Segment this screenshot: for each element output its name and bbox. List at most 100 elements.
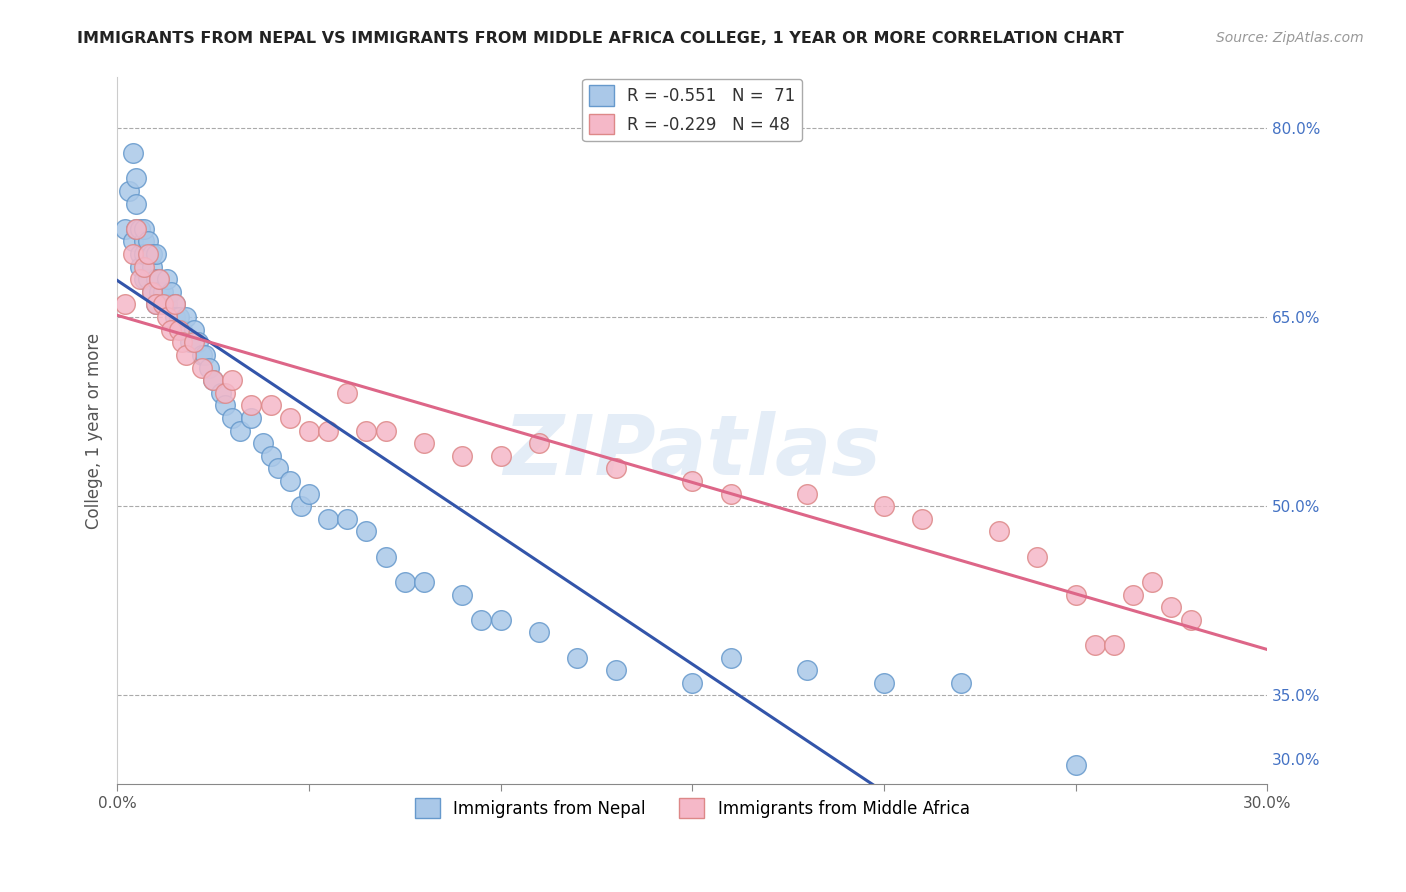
Point <box>129 272 152 286</box>
Point <box>221 411 243 425</box>
Point <box>336 512 359 526</box>
Point <box>136 247 159 261</box>
Point <box>1160 600 1182 615</box>
Point <box>125 221 148 235</box>
Point <box>252 436 274 450</box>
Point <box>412 574 434 589</box>
Point <box>163 297 186 311</box>
Point <box>567 650 589 665</box>
Point <box>316 512 339 526</box>
Point <box>470 613 492 627</box>
Point <box>125 171 148 186</box>
Point <box>988 524 1011 539</box>
Point <box>132 272 155 286</box>
Point <box>174 348 197 362</box>
Point <box>132 235 155 249</box>
Point <box>949 676 972 690</box>
Point <box>1142 574 1164 589</box>
Point <box>183 323 205 337</box>
Point <box>172 335 194 350</box>
Point <box>156 297 179 311</box>
Point <box>290 500 312 514</box>
Point <box>873 676 896 690</box>
Point <box>148 272 170 286</box>
Point <box>145 297 167 311</box>
Point <box>1064 588 1087 602</box>
Point <box>141 260 163 274</box>
Point <box>681 474 703 488</box>
Point <box>374 549 396 564</box>
Point <box>114 221 136 235</box>
Text: Source: ZipAtlas.com: Source: ZipAtlas.com <box>1216 31 1364 45</box>
Point <box>167 310 190 324</box>
Point <box>873 500 896 514</box>
Point <box>129 221 152 235</box>
Point <box>1064 757 1087 772</box>
Point <box>1084 638 1107 652</box>
Point <box>489 449 512 463</box>
Y-axis label: College, 1 year or more: College, 1 year or more <box>86 333 103 529</box>
Point <box>198 360 221 375</box>
Point <box>356 424 378 438</box>
Point <box>172 323 194 337</box>
Point <box>240 411 263 425</box>
Point <box>125 221 148 235</box>
Point <box>156 272 179 286</box>
Point <box>136 247 159 261</box>
Point <box>136 235 159 249</box>
Point <box>152 297 174 311</box>
Point <box>1122 588 1144 602</box>
Point <box>156 310 179 324</box>
Point <box>129 247 152 261</box>
Point <box>141 285 163 299</box>
Point <box>145 272 167 286</box>
Point <box>278 411 301 425</box>
Point <box>316 424 339 438</box>
Text: ZIPatlas: ZIPatlas <box>503 411 882 492</box>
Point <box>183 335 205 350</box>
Point <box>489 613 512 627</box>
Point <box>720 650 742 665</box>
Point <box>1026 549 1049 564</box>
Point <box>132 221 155 235</box>
Point <box>298 486 321 500</box>
Point <box>298 424 321 438</box>
Point <box>356 524 378 539</box>
Point <box>214 398 236 412</box>
Point <box>202 373 225 387</box>
Point <box>190 360 212 375</box>
Point <box>451 449 474 463</box>
Point <box>167 323 190 337</box>
Point <box>527 625 550 640</box>
Point <box>187 335 209 350</box>
Point <box>152 297 174 311</box>
Point <box>160 285 183 299</box>
Point <box>194 348 217 362</box>
Point <box>796 663 818 677</box>
Point <box>129 260 152 274</box>
Point <box>374 424 396 438</box>
Point <box>145 247 167 261</box>
Point <box>118 184 141 198</box>
Point <box>121 247 143 261</box>
Point <box>605 663 627 677</box>
Point <box>527 436 550 450</box>
Point <box>152 285 174 299</box>
Point <box>160 323 183 337</box>
Point <box>240 398 263 412</box>
Point <box>145 297 167 311</box>
Point <box>412 436 434 450</box>
Point <box>141 285 163 299</box>
Point <box>259 398 281 412</box>
Point <box>121 146 143 161</box>
Point <box>605 461 627 475</box>
Point <box>1180 613 1202 627</box>
Point <box>132 247 155 261</box>
Point <box>114 297 136 311</box>
Point <box>125 196 148 211</box>
Point <box>796 486 818 500</box>
Point <box>681 676 703 690</box>
Point <box>209 385 232 400</box>
Point <box>132 260 155 274</box>
Point <box>163 297 186 311</box>
